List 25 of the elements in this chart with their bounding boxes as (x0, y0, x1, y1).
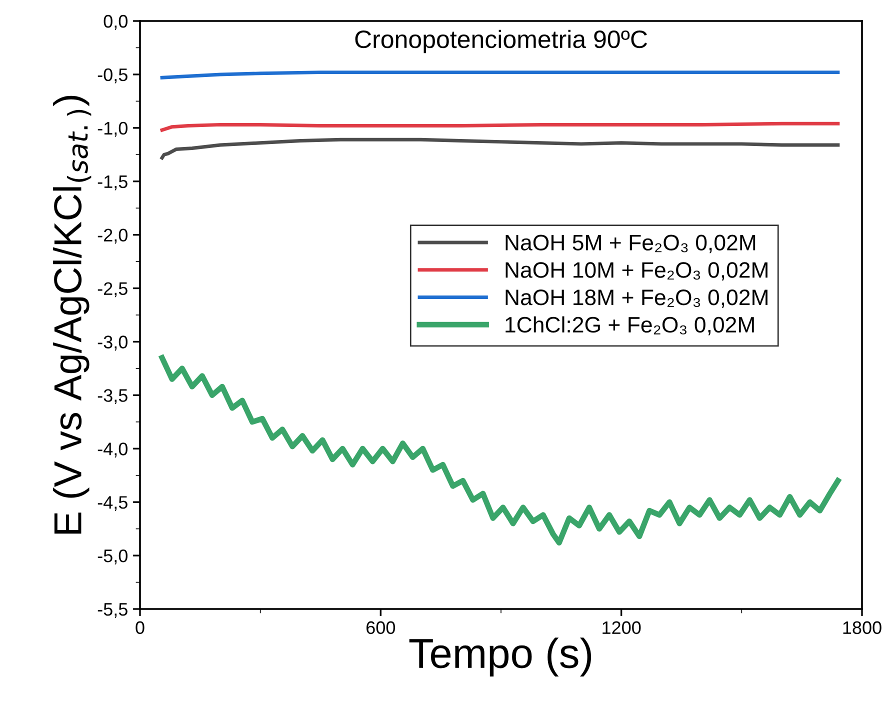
y-tick-label: -4,0 (98, 442, 128, 458)
x-tick-label: 1800 (843, 621, 882, 634)
legend-label: 1ChCl:2G + Fe₂O₃ 0,02M (506, 316, 754, 336)
legend-label: NaOH 5M + Fe₂O₃ 0,02M (506, 234, 756, 254)
y-tick-label: -1,5 (98, 175, 128, 190)
y-tick-label: -3,0 (98, 336, 128, 351)
x-tick-label: 1200 (602, 621, 641, 634)
y-tick-label: -2,5 (98, 282, 128, 298)
legend-label: NaOH 18M + Fe₂O₃ 0,02M (506, 290, 768, 308)
x-tick-label: 600 (366, 621, 396, 634)
line-series (160, 138, 840, 160)
y-tick-label: -4,5 (98, 496, 128, 511)
chart-title: Cronopotenciometria 90ºC (355, 30, 648, 54)
y-tick-label: -5,0 (98, 549, 128, 564)
y-tick-label: -1,0 (98, 122, 128, 137)
y-tick-label: -5,5 (98, 603, 128, 618)
y-tick-label: 0,0 (104, 14, 128, 30)
y-tick-label: -3,5 (98, 389, 128, 404)
legend-label: NaOH 10M + Fe₂O₃ 0,02M (506, 262, 768, 280)
y-axis-title: E (V vs Ag/AgCl/KCl$_{(sat.)}$) (53, 96, 92, 534)
line-series (160, 122, 840, 132)
y-tick-label: -0,5 (98, 68, 128, 84)
x-axis-title: Tempo (s) (409, 638, 592, 676)
x-tick-label: 0 (136, 621, 144, 634)
y-tick-label: -2,0 (98, 228, 128, 244)
